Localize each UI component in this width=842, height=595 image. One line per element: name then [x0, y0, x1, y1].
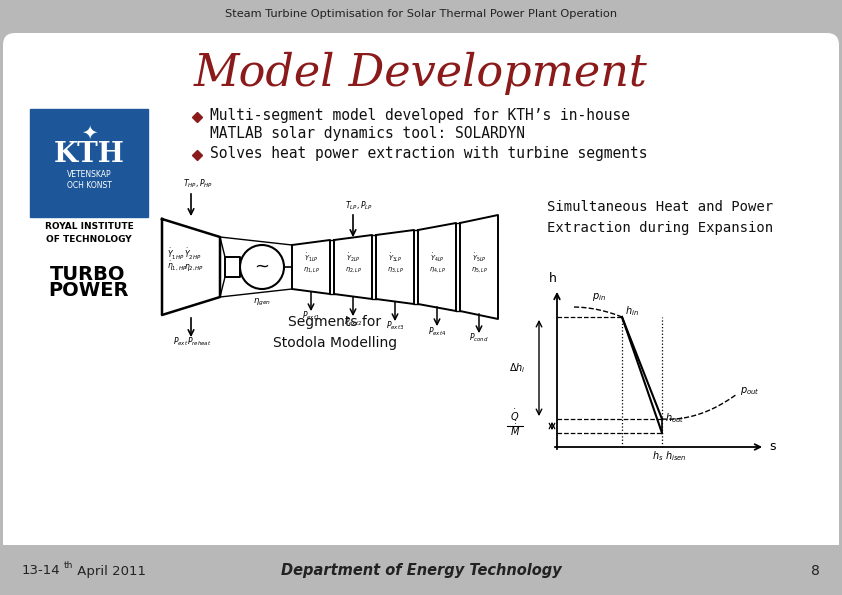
Text: $\Delta h_i$: $\Delta h_i$	[509, 361, 525, 375]
Text: h: h	[549, 272, 557, 285]
Bar	[0, 545, 842, 595]
Text: $h_{s}$: $h_{s}$	[652, 449, 663, 463]
Text: 13-14: 13-14	[22, 565, 61, 578]
Text: $\eta_{gen}$: $\eta_{gen}$	[253, 297, 271, 308]
Text: $p_{in}$: $p_{in}$	[592, 291, 606, 303]
Text: $\eta_{4,LP}$: $\eta_{4,LP}$	[429, 265, 445, 274]
Text: $\eta_{2,LP}$: $\eta_{2,LP}$	[344, 265, 361, 274]
Text: $\eta_{2,HP}$: $\eta_{2,HP}$	[184, 262, 205, 273]
Text: th: th	[64, 562, 73, 571]
Text: 8: 8	[811, 564, 820, 578]
Text: $h_{out}$: $h_{out}$	[665, 411, 685, 425]
Text: $T_{LP},P_{LP}$: $T_{LP},P_{LP}$	[345, 199, 373, 211]
Text: $\dot{Y}_{2HP}$: $\dot{Y}_{2HP}$	[184, 247, 201, 262]
Text: Department of Energy Technology: Department of Energy Technology	[280, 563, 562, 578]
Text: $P_{ext2}$: $P_{ext2}$	[344, 315, 362, 327]
Text: VETENSKAP
OCH KONST: VETENSKAP OCH KONST	[67, 170, 111, 190]
Text: KTH: KTH	[54, 142, 125, 168]
Text: $P_{ext1}$: $P_{ext1}$	[302, 310, 320, 322]
Text: $P_{ext}$: $P_{ext}$	[173, 336, 189, 349]
Text: Model Development: Model Development	[195, 52, 647, 95]
Text: $T_{HP},P_{HP}$: $T_{HP},P_{HP}$	[183, 178, 213, 190]
Text: Multi-segment model developed for KTH’s in-house: Multi-segment model developed for KTH’s …	[210, 108, 630, 123]
Text: Simultaneous Heat and Power
Extraction during Expansion: Simultaneous Heat and Power Extraction d…	[547, 200, 773, 234]
Text: $h_{in}$: $h_{in}$	[625, 304, 639, 318]
Text: Segments for
Stodola Modelling: Segments for Stodola Modelling	[273, 315, 397, 350]
Text: POWER: POWER	[49, 281, 130, 300]
Text: $P_{ext4}$: $P_{ext4}$	[428, 325, 446, 337]
Text: $p_{out}$: $p_{out}$	[740, 385, 759, 397]
Text: Steam Turbine Optimisation for Solar Thermal Power Plant Operation: Steam Turbine Optimisation for Solar The…	[225, 9, 617, 19]
Text: April 2011: April 2011	[73, 565, 146, 578]
FancyBboxPatch shape	[30, 109, 148, 217]
Text: $P_{ext3}$: $P_{ext3}$	[386, 320, 404, 333]
Text: $\eta_{3,LP}$: $\eta_{3,LP}$	[386, 265, 403, 274]
Text: $h_{isen}$: $h_{isen}$	[665, 449, 687, 463]
Text: $\dot{Q}$: $\dot{Q}$	[510, 408, 520, 424]
Text: $\dot{Y}_{2LP}$: $\dot{Y}_{2LP}$	[346, 251, 360, 264]
Text: $P_{cond}$: $P_{cond}$	[469, 332, 489, 345]
Text: $\dot{\eta}_{1,HP}$: $\dot{\eta}_{1,HP}$	[167, 259, 187, 273]
Text: $P_{reheat}$: $P_{reheat}$	[187, 336, 211, 349]
Text: $\dot{Y}_{1HP}$: $\dot{Y}_{1HP}$	[167, 247, 184, 262]
Text: $\eta_{5,LP}$: $\eta_{5,LP}$	[471, 265, 488, 274]
Text: MATLAB solar dynamics tool: SOLARDYN: MATLAB solar dynamics tool: SOLARDYN	[210, 126, 525, 141]
Text: s: s	[769, 440, 775, 453]
Text: $\eta_{1,LP}$: $\eta_{1,LP}$	[302, 265, 319, 274]
Text: ~: ~	[254, 258, 269, 276]
Text: $\dot{M}$: $\dot{M}$	[510, 423, 520, 438]
Text: $\dot{Y}_{5LP}$: $\dot{Y}_{5LP}$	[472, 251, 486, 264]
Text: ✦: ✦	[81, 124, 97, 142]
Text: $\dot{Y}_{4LP}$: $\dot{Y}_{4LP}$	[429, 251, 445, 264]
Text: $\dot{Y}_{3LP}$: $\dot{Y}_{3LP}$	[388, 251, 402, 264]
Text: ROYAL INSTITUTE
OF TECHNOLOGY: ROYAL INSTITUTE OF TECHNOLOGY	[45, 222, 133, 243]
Text: $\dot{Y}_{1LP}$: $\dot{Y}_{1LP}$	[304, 251, 318, 264]
FancyBboxPatch shape	[3, 33, 839, 559]
Text: TURBO: TURBO	[50, 265, 125, 284]
Text: Solves heat power extraction with turbine segments: Solves heat power extraction with turbin…	[210, 146, 647, 161]
